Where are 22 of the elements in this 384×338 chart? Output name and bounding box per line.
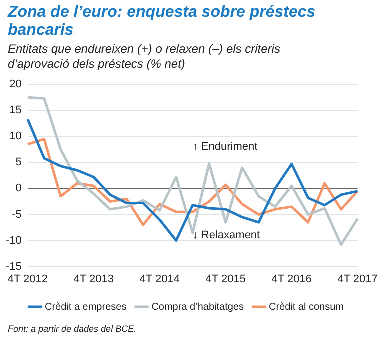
- x-tick-label: 4T 2012: [8, 273, 48, 286]
- annotation: ↓ Relaxament: [192, 230, 260, 242]
- annotation: ↑ Enduriment: [192, 141, 258, 154]
- legend-label: Crèdit a empreses: [45, 302, 127, 313]
- y-tick-label: 0: [16, 182, 22, 195]
- x-tick-label: 4T 2015: [206, 273, 246, 286]
- text: Font: a partir de dades del BCE.: [7, 323, 138, 336]
- y-tick-label: -5: [12, 208, 22, 221]
- y-tick-label: 5: [16, 156, 22, 169]
- legend-label: Crèdit al consum: [268, 302, 344, 313]
- legend-label: Compra d’habitatges: [152, 302, 244, 313]
- x-tick-label: 4T 2013: [74, 273, 114, 286]
- y-tick-label: -10: [6, 234, 22, 247]
- chart-subtitle: Entitats que endureixen (+) o relaxen (–) els criteris d’aprovació dels préstecs (% net): [7, 41, 282, 72]
- chart-title: Zona de l’euro: enquesta sobre préstecs bancaris: [6, 3, 317, 40]
- y-tick-label: -15: [6, 260, 22, 273]
- y-tick-label: 10: [10, 130, 22, 143]
- x-tick-label: 4T 2014: [140, 273, 180, 286]
- x-tick-label: 4T 2016: [272, 273, 312, 286]
- x-tick-label: 4T 2017: [338, 273, 378, 286]
- y-tick-label: 15: [10, 104, 22, 117]
- y-tick-label: 20: [10, 78, 22, 91]
